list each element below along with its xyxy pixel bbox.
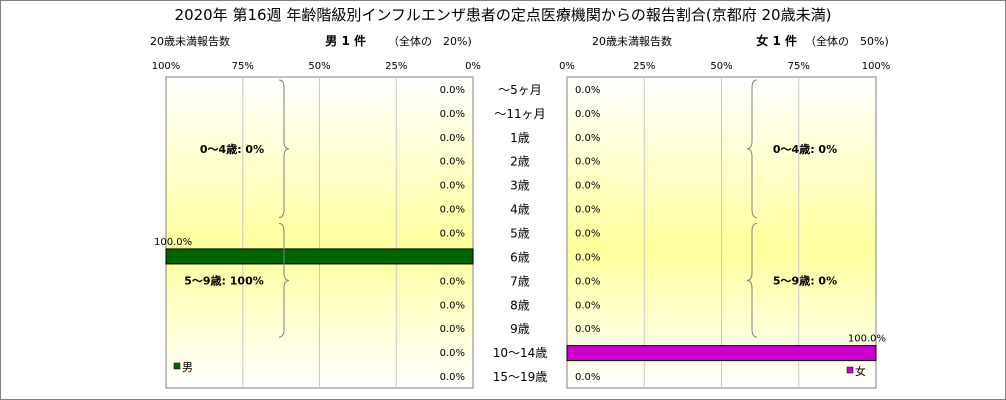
- category-label: 5歳: [510, 227, 530, 241]
- male-group-label: 5～9歳: 100%: [184, 273, 264, 287]
- female-tick-label: 0%: [559, 61, 575, 72]
- male-data-label: 0.0%: [440, 300, 465, 311]
- male-tick-label: 25%: [385, 61, 407, 72]
- male-caption: 20歳未満報告数: [150, 35, 230, 48]
- female-group-label: 5～9歳: 0%: [773, 273, 837, 287]
- female-data-label: 0.0%: [575, 109, 600, 120]
- female-data-label: 0.0%: [575, 252, 600, 263]
- male-tick-label: 100%: [152, 61, 181, 72]
- male-data-label: 0.0%: [440, 348, 465, 359]
- female-data-label: 0.0%: [575, 229, 600, 240]
- female-tick-label: 25%: [633, 61, 655, 72]
- category-label: 3歳: [510, 179, 530, 193]
- female-brace-5-9: [746, 223, 758, 338]
- female-data-label: 0.0%: [575, 372, 600, 383]
- female-data-label: 0.0%: [575, 157, 600, 168]
- category-label: ～11ヶ月: [494, 107, 545, 121]
- category-label: 15～19歳: [493, 370, 548, 384]
- male-brace-0-4: [278, 79, 290, 219]
- category-label: 7歳: [510, 274, 530, 288]
- female-data-label: 0.0%: [575, 276, 600, 287]
- male-legend-label: 男: [182, 361, 193, 374]
- female-bar: [566, 345, 877, 362]
- male-data-label: 0.0%: [440, 109, 465, 120]
- category-label: ～5ヶ月: [498, 83, 542, 97]
- male-brace-5-9: [278, 223, 290, 338]
- male-bar: [165, 248, 474, 265]
- category-label: 1歳: [510, 131, 530, 145]
- female-tick-label: 50%: [710, 61, 732, 72]
- category-label: 2歳: [510, 155, 530, 169]
- male-data-label: 0.0%: [440, 181, 465, 192]
- male-data-label: 0.0%: [440, 205, 465, 216]
- male-group-label: 0～4歳: 0%: [200, 142, 264, 156]
- female-share-label: （全体の 50%): [805, 34, 889, 48]
- female-group-label: 0～4歳: 0%: [773, 142, 837, 156]
- male-share-label: （全体の 20%): [388, 34, 472, 48]
- male-data-label: 0.0%: [440, 157, 465, 168]
- female-data-label: 0.0%: [575, 205, 600, 216]
- female-data-label: 100.0%: [848, 334, 886, 345]
- female-count-label: 女 1 件: [756, 33, 797, 48]
- male-tick-label: 75%: [232, 61, 254, 72]
- female-legend-label: 女: [855, 364, 866, 378]
- male-data-label: 0.0%: [440, 85, 465, 96]
- female-data-label: 0.0%: [575, 181, 600, 192]
- category-label: 8歳: [510, 298, 530, 312]
- female-legend-swatch: [846, 366, 854, 374]
- female-data-label: 0.0%: [575, 133, 600, 144]
- male-data-label: 0.0%: [440, 324, 465, 335]
- category-label: 9歳: [510, 322, 530, 336]
- female-data-label: 0.0%: [575, 324, 600, 335]
- male-data-label: 0.0%: [440, 372, 465, 383]
- female-tick-label: 100%: [862, 61, 891, 72]
- male-legend-swatch: [173, 362, 181, 370]
- female-brace-0-4: [746, 79, 758, 219]
- male-count-label: 男 1 件: [325, 33, 366, 48]
- male-data-label: 0.0%: [440, 229, 465, 240]
- female-data-label: 0.0%: [575, 300, 600, 311]
- male-tick-label: 50%: [308, 61, 330, 72]
- male-data-label: 0.0%: [440, 276, 465, 287]
- male-data-label: 100.0%: [154, 237, 192, 248]
- category-label: 4歳: [510, 203, 530, 217]
- chart-title: 2020年 第16週 年齢階級別インフルエンザ患者の定点医療機関からの報告割合(…: [175, 6, 832, 24]
- female-data-label: 0.0%: [575, 85, 600, 96]
- female-tick-label: 75%: [788, 61, 810, 72]
- category-label: 6歳: [510, 250, 530, 264]
- category-label: 10～14歳: [493, 346, 548, 360]
- male-data-label: 0.0%: [440, 133, 465, 144]
- female-caption: 20歳未満報告数: [592, 35, 672, 48]
- male-tick-label: 0%: [465, 61, 481, 72]
